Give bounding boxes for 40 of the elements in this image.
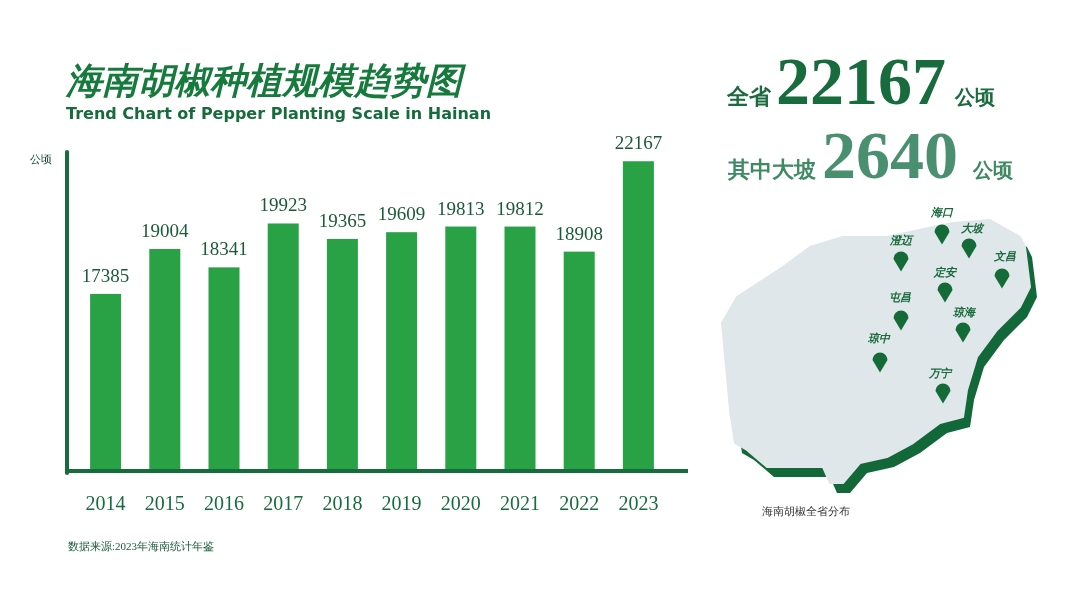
text: 澄迈	[889, 234, 914, 247]
data-label: 18341	[200, 238, 248, 260]
text: 文昌	[993, 250, 1017, 263]
x-tick-label: 2016	[204, 492, 244, 514]
x-tick-label: 2017	[263, 492, 304, 514]
text: 海口	[930, 206, 954, 219]
y-axis-title: 公顷	[30, 153, 52, 166]
text: 2640	[822, 117, 958, 193]
text: 其中大坡	[727, 157, 816, 182]
text: 屯昌	[889, 291, 912, 304]
data-label: 18908	[555, 222, 603, 244]
x-tick-label: 2022	[559, 492, 600, 514]
x-tick-label: 2014	[85, 492, 126, 514]
data-label: 19812	[496, 197, 544, 219]
data-label: 19004	[141, 219, 190, 241]
text: 琼中	[867, 332, 891, 345]
x-tick-label: 2015	[144, 492, 185, 514]
text: 公顷	[972, 159, 1013, 181]
x-tick-label: 2018	[322, 492, 363, 514]
data-label: 19609	[377, 203, 426, 225]
text: 公顷	[954, 86, 995, 108]
text: 琼海	[952, 306, 977, 319]
text: 万宁	[928, 367, 953, 380]
x-tick-label: 2020	[440, 492, 481, 514]
text: 海南胡椒全省分布	[762, 505, 850, 517]
text: 大坡	[961, 222, 985, 235]
x-tick-label: 2023	[618, 492, 659, 514]
x-tick-label: 2021	[500, 492, 540, 514]
data-label: 17385	[81, 264, 130, 286]
text: 定安	[933, 266, 958, 279]
x-tick-label: 2019	[381, 492, 422, 514]
text: 全省	[726, 84, 772, 109]
data-label: 22167	[614, 132, 663, 154]
chart-subtitle: Trend Chart of Pepper Planting Scale in Hainan	[66, 104, 492, 123]
data-label: 19365	[318, 209, 367, 231]
chart-title: 海南胡椒种植规模趋势图	[65, 60, 467, 101]
data-label: 19923	[259, 194, 307, 216]
data-label: 19813	[437, 197, 485, 219]
source-note: 数据来源:2023年海南统计年鉴	[68, 540, 215, 552]
text: 22167	[776, 43, 946, 119]
